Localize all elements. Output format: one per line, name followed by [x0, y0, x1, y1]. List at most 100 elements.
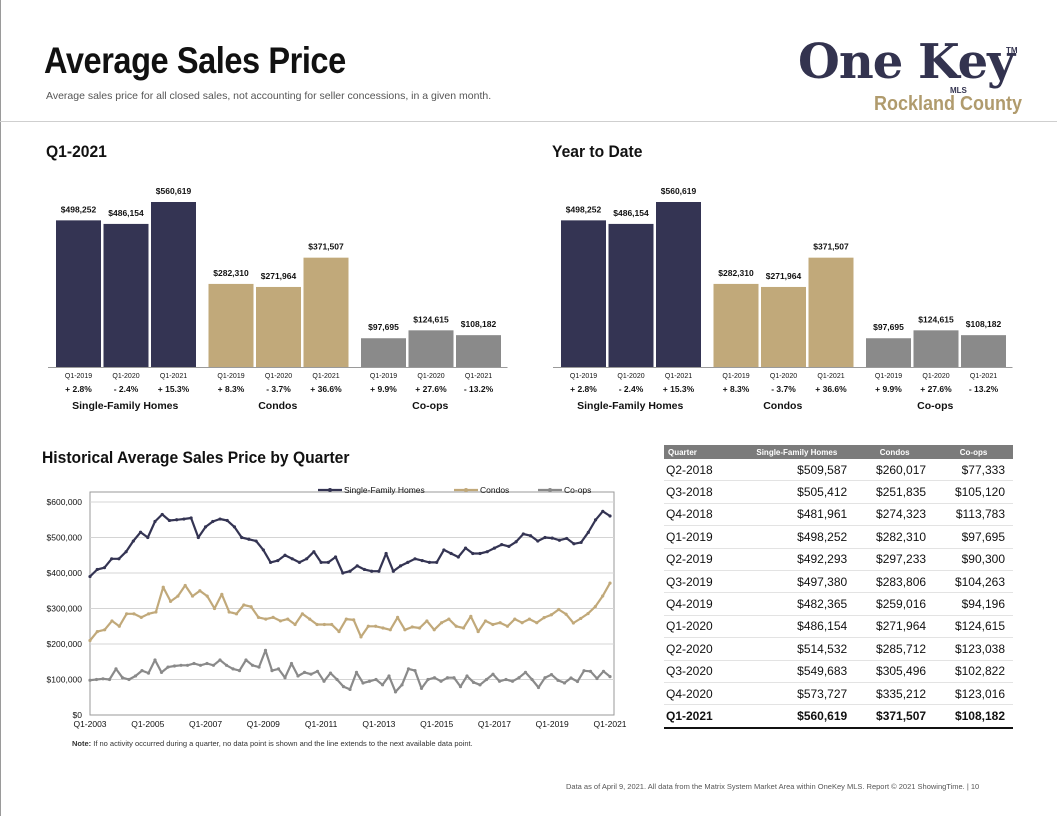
data-point [263, 648, 268, 652]
data-point [261, 548, 265, 552]
data-point [543, 676, 547, 680]
data-point [595, 676, 599, 681]
plot-frame [89, 491, 615, 716]
x-tick-label: Q1-2013 [362, 719, 395, 729]
bar-change-label: + 8.3% [218, 384, 245, 394]
bar-change-label: - 13.2% [464, 384, 494, 394]
bar-period-label: Q1-2021 [312, 373, 339, 380]
bar-change-label: + 36.6% [815, 384, 847, 394]
group-label: Co-ops [412, 400, 448, 412]
data-point [361, 681, 365, 685]
data-point [315, 669, 320, 673]
bar-change-label: + 9.9% [370, 384, 397, 394]
data-point [476, 629, 480, 634]
data-point [257, 665, 261, 669]
data-point [426, 677, 430, 682]
bar [303, 257, 349, 367]
table-cell: $102,822 [934, 660, 1013, 683]
table-cell: $498,252 [738, 525, 856, 549]
data-point [456, 555, 460, 559]
bar [103, 223, 149, 367]
data-point [117, 624, 121, 628]
bar-value-label: $124,615 [918, 314, 954, 324]
data-point [562, 681, 567, 685]
table-cell: $123,016 [934, 682, 1013, 706]
y-tick-label: $200,000 [47, 639, 83, 649]
data-point [319, 560, 323, 564]
table-cell: Q2-2018 [664, 459, 739, 482]
bar-value-label: $498,252 [566, 204, 602, 214]
legend-label: Condos [480, 485, 509, 495]
bar-change-label: + 36.6% [310, 384, 342, 394]
data-point [447, 617, 451, 621]
bar [151, 202, 196, 367]
bar-period-label: Q1-2020 [112, 373, 139, 380]
data-point [398, 564, 403, 568]
data-point [393, 690, 398, 694]
data-point [601, 509, 605, 513]
data-point [172, 664, 177, 668]
bar [713, 283, 759, 367]
data-point [175, 518, 179, 522]
page-footer: Data as of April 9, 2021. All data from … [566, 782, 980, 791]
data-point [333, 555, 338, 559]
data-point [449, 551, 453, 556]
data-point [483, 619, 488, 623]
table-row: Q1-2021 $560,619 $371,507 $108,182 [664, 704, 1013, 729]
data-point [205, 594, 209, 598]
data-point [471, 551, 475, 556]
bar-period-label: Q1-2019 [65, 373, 92, 380]
data-point [133, 674, 138, 678]
data-point [166, 665, 170, 669]
data-point [517, 676, 521, 680]
data-point [452, 676, 456, 680]
bar-period-label: Q1-2020 [417, 373, 444, 380]
data-point [302, 670, 307, 675]
data-point [211, 663, 216, 667]
bar-period-label: Q1-2020 [770, 373, 797, 380]
data-point [276, 558, 280, 563]
data-point [153, 519, 157, 524]
bar-change-label: + 2.8% [570, 384, 597, 394]
header-divider [0, 121, 1057, 122]
data-point [359, 635, 363, 639]
data-point [296, 674, 300, 678]
data-point [528, 534, 533, 538]
data-point [542, 616, 546, 620]
data-point [413, 669, 417, 673]
data-point [550, 536, 554, 540]
data-point [564, 612, 568, 616]
data-point [536, 539, 540, 543]
table-cell: $77,333 [934, 459, 1013, 482]
table-row: Q3-2019 $497,380 $283,806 $104,263 [664, 570, 1013, 594]
data-point [328, 671, 333, 675]
bar [656, 202, 701, 367]
data-point [322, 622, 326, 627]
data-point [278, 619, 283, 623]
bar [408, 330, 454, 367]
legend-label: Single-Family Homes [344, 485, 425, 495]
data-point [309, 672, 313, 676]
x-tick-label: Q1-2017 [478, 719, 511, 729]
table-cell: $104,263 [934, 570, 1013, 594]
ytd-chart-title: Year to Date [552, 142, 643, 161]
data-point [293, 622, 297, 627]
data-point [608, 581, 612, 585]
table-cell: $297,233 [855, 548, 935, 571]
table-cell: Q4-2018 [664, 503, 739, 527]
bar-period-label: Q1-2019 [570, 373, 597, 380]
data-point [244, 658, 248, 662]
data-point [297, 560, 302, 564]
group-label: Single-Family Homes [577, 400, 683, 412]
data-point [454, 624, 458, 628]
data-point [176, 594, 180, 598]
note-label: Note: [72, 739, 92, 748]
series-line [89, 582, 611, 642]
data-point [270, 669, 274, 673]
data-point [571, 621, 575, 625]
legend-marker [328, 488, 332, 492]
y-tick-label: $500,000 [47, 533, 83, 543]
data-point [205, 661, 209, 666]
table-header-coops: Co-ops [934, 445, 1013, 459]
bar-period-label: Q1-2019 [722, 373, 749, 380]
